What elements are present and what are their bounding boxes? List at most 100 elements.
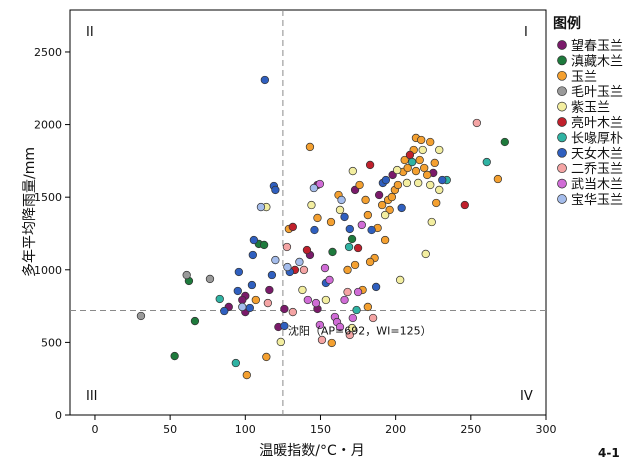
- data-point-series-2: [423, 170, 432, 180]
- quadrant-label-bottom-right: IV: [520, 389, 533, 404]
- data-point-series-4: [380, 210, 390, 220]
- data-point-series-7: [233, 286, 242, 296]
- data-point-series-4: [396, 275, 405, 285]
- x-tick-label: 50: [163, 423, 177, 436]
- data-point-series-9: [311, 298, 321, 308]
- data-point-series-5: [365, 160, 375, 170]
- data-point-series-9: [320, 263, 330, 273]
- data-point-series-10: [295, 257, 304, 267]
- legend-title: 图例: [553, 15, 581, 32]
- data-point-series-4: [435, 145, 444, 155]
- data-point-series-1: [500, 137, 509, 147]
- data-point-series-9: [335, 322, 345, 332]
- data-point-series-2: [363, 210, 372, 220]
- data-point-series-4: [276, 337, 285, 347]
- legend-marker: [557, 40, 567, 50]
- y-axis-label: 多年平均降雨量/mm: [21, 147, 38, 277]
- data-point-series-0: [265, 285, 274, 295]
- legend-marker: [557, 178, 567, 189]
- data-point-series-2: [426, 137, 435, 147]
- legend-marker: [557, 117, 567, 127]
- y-tick-label: 2500: [34, 46, 62, 59]
- data-point-series-10: [337, 195, 346, 205]
- annotation-shenyang: 沈阳（AP=692，WI=125）: [288, 324, 432, 338]
- data-point-series-7: [397, 203, 406, 213]
- x-axis-label: 温暖指数/°C・月: [259, 443, 365, 459]
- data-point-series-4: [307, 200, 316, 210]
- legend-label: 天女木兰: [571, 146, 623, 162]
- legend-label: 滇藏木兰: [571, 54, 623, 69]
- figure-number: 4-1: [598, 446, 620, 460]
- data-point-series-4: [426, 180, 435, 190]
- data-point-series-4: [321, 295, 331, 305]
- data-point-series-2: [380, 235, 390, 245]
- quadrant-label-bottom-left: III: [86, 389, 98, 404]
- legend-marker: [557, 163, 567, 174]
- legend-marker: [557, 70, 567, 81]
- legend-marker: [557, 55, 567, 66]
- data-point-series-7: [280, 321, 289, 331]
- data-point-series-7: [247, 280, 257, 290]
- data-point-series-1: [347, 234, 357, 244]
- y-tick-label: 0: [55, 409, 62, 422]
- data-point-series-6: [482, 157, 491, 167]
- data-point-series-4: [335, 205, 345, 215]
- data-point-series-2: [363, 302, 372, 312]
- data-point-series-4: [435, 185, 444, 195]
- data-point-series-10: [283, 262, 292, 272]
- data-point-series-7: [271, 185, 280, 195]
- data-point-series-9: [357, 220, 366, 230]
- data-point-series-10: [271, 255, 280, 265]
- data-point-series-7: [381, 175, 391, 185]
- data-point-series-8: [288, 307, 297, 317]
- data-point-series-1: [259, 240, 269, 250]
- data-point-series-8: [299, 265, 309, 275]
- data-point-series-5: [288, 222, 297, 232]
- data-point-series-2: [327, 338, 336, 348]
- data-point-series-1: [328, 247, 337, 257]
- data-point-series-2: [361, 195, 370, 205]
- data-point-series-2: [350, 260, 360, 270]
- data-point-series-0: [238, 295, 247, 305]
- data-point-series-4: [402, 178, 412, 188]
- data-point-series-4: [414, 178, 423, 188]
- data-point-series-8: [282, 242, 292, 252]
- data-point-series-9: [348, 313, 357, 323]
- data-point-series-0: [374, 190, 384, 200]
- data-point-series-7: [310, 225, 319, 235]
- data-point-series-7: [220, 306, 229, 316]
- legend: 望春玉兰滇藏木兰玉兰毛叶玉兰紫玉兰亮叶木兰长喙厚朴天女木兰二乔玉兰武当木兰宝华玉…: [557, 38, 623, 208]
- data-point-series-2: [251, 295, 260, 305]
- legend-label: 望春玉兰: [571, 38, 623, 54]
- data-point-series-7: [245, 303, 254, 313]
- data-point-series-3: [136, 311, 146, 321]
- data-point-series-3: [182, 270, 191, 280]
- data-point-series-2: [326, 217, 336, 227]
- data-point-series-7: [234, 267, 243, 277]
- data-point-series-2: [400, 155, 409, 165]
- x-tick-label: 300: [536, 423, 557, 436]
- data-point-series-7: [267, 270, 277, 280]
- quadrant-label-top-right: I: [524, 25, 528, 40]
- data-point-series-2: [387, 192, 397, 202]
- legend-label: 玉兰: [571, 70, 597, 85]
- data-point-series-2: [262, 352, 271, 362]
- plot-frame: [69, 9, 547, 416]
- data-point-series-7: [371, 282, 381, 292]
- data-point-series-4: [418, 145, 427, 155]
- data-point-series-4: [427, 217, 436, 227]
- y-tick-label: 500: [41, 336, 62, 349]
- data-point-series-2: [411, 166, 421, 176]
- data-point-series-6: [215, 294, 224, 304]
- data-point-series-2: [393, 180, 403, 190]
- data-point-series-2: [493, 174, 503, 184]
- reference-lines: [70, 10, 546, 415]
- data-point-series-7: [260, 75, 270, 85]
- data-point-series-10: [256, 202, 266, 212]
- data-point-series-8: [263, 298, 273, 308]
- data-point-series-0: [280, 304, 289, 314]
- legend-label: 二乔玉兰: [571, 162, 623, 177]
- legend-label: 长喙厚朴: [571, 131, 623, 146]
- data-point-series-7: [248, 250, 257, 260]
